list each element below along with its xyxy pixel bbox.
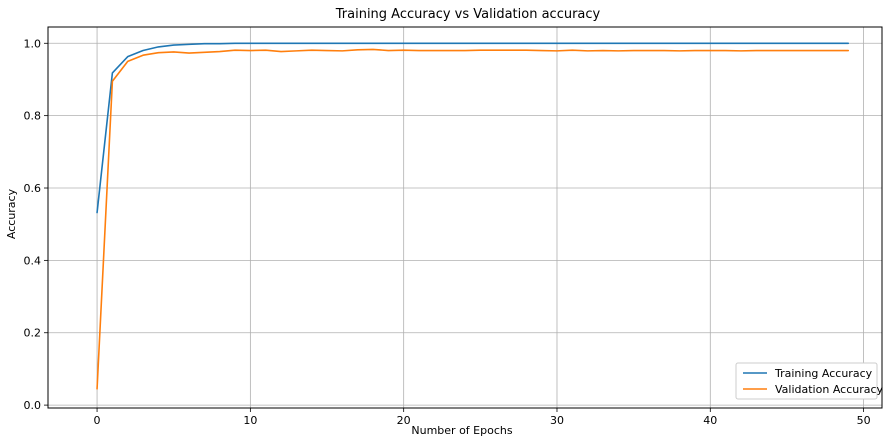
y-axis-label: Accuracy — [5, 188, 18, 239]
x-axis-label: Number of Epochs — [411, 424, 512, 437]
legend: Training Accuracy Validation Accuracy — [735, 362, 884, 400]
x-tick-label: 10 — [243, 414, 257, 427]
legend-label-training: Training Accuracy — [774, 367, 873, 380]
legend-box — [735, 362, 878, 400]
chart-title: Training Accuracy vs Validation accuracy — [335, 7, 601, 22]
x-tick-label: 0 — [94, 414, 101, 427]
series — [96, 42, 850, 390]
x-axis-ticks: 0 10 20 30 40 50 — [94, 408, 871, 427]
x-tick-label: 30 — [550, 414, 564, 427]
y-tick-label: 0.0 — [24, 399, 42, 412]
y-tick-label: 1.0 — [24, 37, 42, 50]
y-tick-label: 0.6 — [24, 182, 42, 195]
x-tick-label: 40 — [703, 414, 717, 427]
series-line-validation — [96, 48, 850, 390]
series-line-training — [96, 42, 850, 214]
x-tick-label: 20 — [397, 414, 411, 427]
y-tick-label: 0.8 — [24, 110, 42, 123]
y-tick-label: 0.4 — [24, 254, 42, 267]
grid — [48, 27, 882, 408]
axes — [47, 26, 883, 409]
y-axis-ticks: 0.0 0.2 0.4 0.6 0.8 1.0 — [24, 37, 48, 412]
legend-label-validation: Validation Accuracy — [775, 383, 884, 396]
y-tick-label: 0.2 — [24, 327, 42, 340]
plot-frame — [47, 26, 883, 409]
x-tick-label: 50 — [857, 414, 871, 427]
